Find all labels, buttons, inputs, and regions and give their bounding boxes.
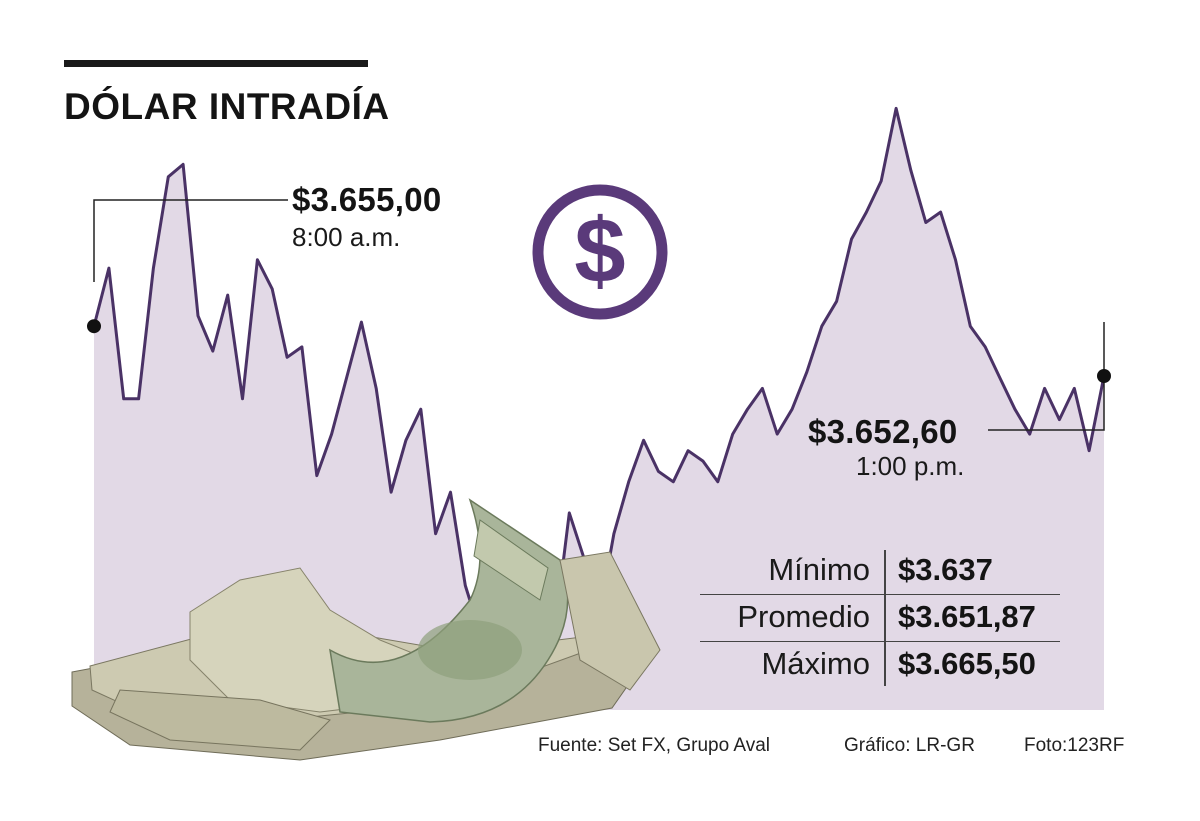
stat-row-min: Mínimo $3.637 xyxy=(700,548,1060,595)
price-area xyxy=(94,108,1104,710)
chart-title: DÓLAR INTRADÍA xyxy=(64,86,390,127)
stats-column-divider xyxy=(884,550,886,686)
source-credit: Fuente: Set FX, Grupo Aval xyxy=(538,735,770,756)
banknotes-photo xyxy=(71,498,661,761)
stats-table: Mínimo $3.637 Promedio $3.651,87 Máximo … xyxy=(700,548,1060,688)
dollar-coin-icon: $ xyxy=(532,184,668,320)
open-leader-line xyxy=(93,199,288,282)
close-price-value: $3.652,60 xyxy=(808,413,958,450)
stat-label: Promedio xyxy=(737,599,870,634)
stat-row-max: Máximo $3.665,50 xyxy=(700,642,1060,688)
close-point-marker xyxy=(1097,368,1111,383)
stat-value: $3.637 xyxy=(898,552,993,587)
svg-text:$: $ xyxy=(574,200,625,302)
stat-row-avg: Promedio $3.651,87 xyxy=(700,595,1060,642)
stat-value: $3.651,87 xyxy=(898,599,1036,634)
stat-value: $3.665,50 xyxy=(898,646,1036,681)
photo-credit: Foto:123RF xyxy=(1024,735,1125,756)
stat-label: Mínimo xyxy=(768,552,870,587)
close-leader-line xyxy=(988,322,1105,431)
close-time-label: 1:00 p.m. xyxy=(856,451,965,481)
stat-label: Máximo xyxy=(761,646,870,681)
open-price-value: $3.655,00 xyxy=(292,181,442,218)
title-rule xyxy=(64,60,368,67)
open-time-label: 8:00 a.m. xyxy=(292,222,401,252)
open-point-marker xyxy=(87,319,101,334)
chart-credit: Gráfico: LR-GR xyxy=(844,735,975,756)
